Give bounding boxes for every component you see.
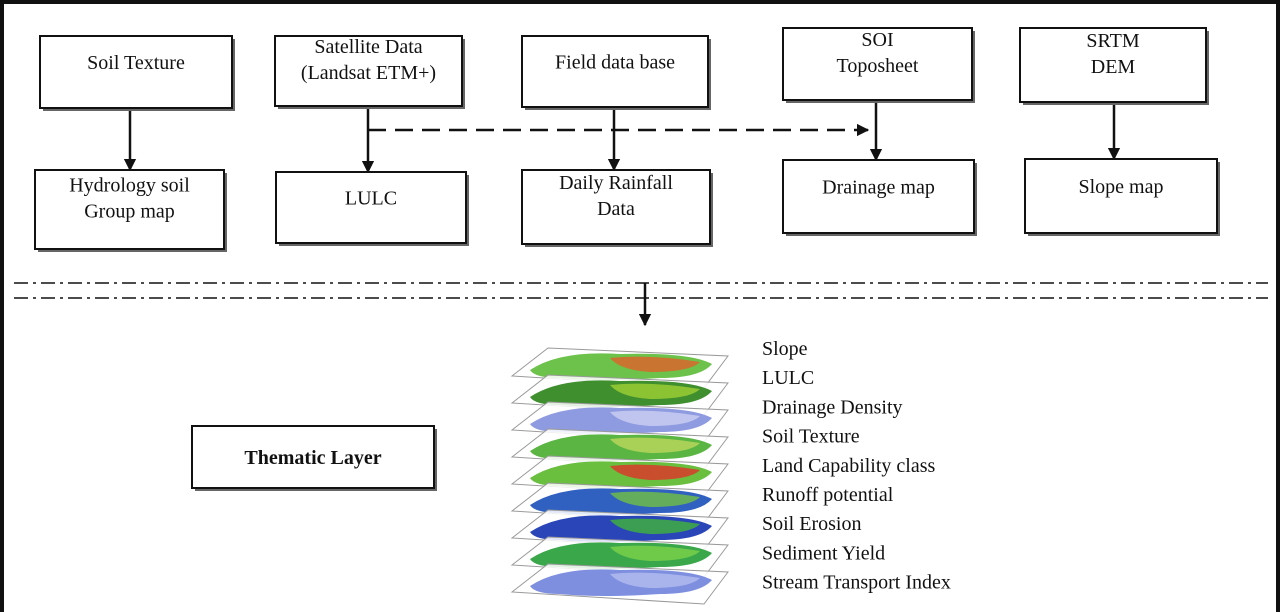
source-box-text: Field data base bbox=[555, 52, 675, 74]
page: Soil Texture Hydrology soil Group map Satel… bbox=[0, 0, 1280, 612]
source-box-text: DEM bbox=[1091, 56, 1136, 78]
source-box-text: Toposheet bbox=[837, 55, 919, 77]
output-box-text: Group map bbox=[84, 201, 175, 223]
layer-name: LULC bbox=[762, 367, 814, 389]
layer-name: Drainage Density bbox=[762, 396, 903, 418]
source-box-text: (Landsat ETM+) bbox=[301, 62, 436, 84]
source-box-text: SRTM bbox=[1086, 30, 1139, 52]
layer-name: Land Capability class bbox=[762, 455, 936, 477]
layer-name: Soil Texture bbox=[762, 426, 860, 448]
thematic-label: Thematic Layer bbox=[244, 447, 381, 469]
source-box-text: Soil Texture bbox=[87, 52, 185, 74]
layer-name: Stream Transport Index bbox=[762, 572, 951, 594]
diagram: Soil Texture Hydrology soil Group map Satel… bbox=[0, 0, 1280, 612]
output-box-text: Daily Rainfall bbox=[559, 172, 673, 194]
output-box-text: Slope map bbox=[1079, 176, 1164, 198]
layer-name: Soil Erosion bbox=[762, 513, 861, 535]
layer-name: Sediment Yield bbox=[762, 542, 885, 564]
layer-name: Runoff potential bbox=[762, 484, 894, 506]
output-box-text: Hydrology soil bbox=[69, 175, 190, 197]
layer-name: Slope bbox=[762, 338, 808, 360]
output-box-text: Drainage map bbox=[822, 177, 935, 199]
layer-stack-image bbox=[512, 348, 728, 604]
source-box-text: SOI bbox=[861, 29, 893, 51]
source-box-text: Satellite Data bbox=[314, 36, 422, 58]
output-box-text: Data bbox=[597, 198, 635, 220]
output-box-text: LULC bbox=[345, 188, 397, 210]
